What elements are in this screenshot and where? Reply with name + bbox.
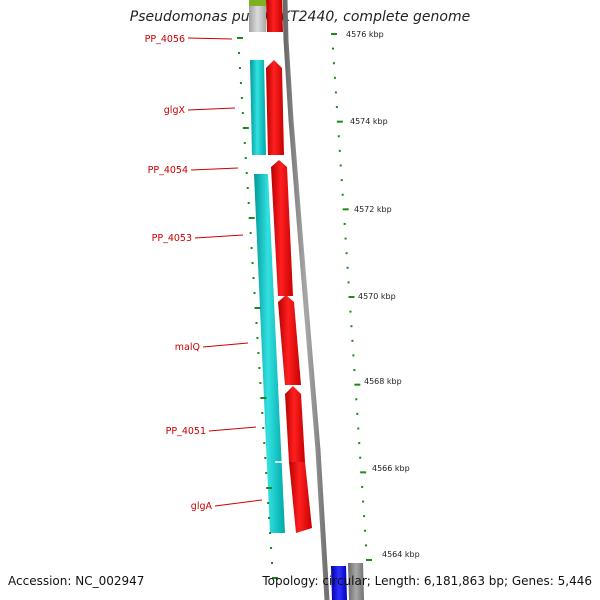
kbp-label-4576: 4576 kbp bbox=[346, 30, 384, 39]
top-red-feature bbox=[266, 0, 283, 32]
red-feature-PP_4051 bbox=[285, 386, 305, 462]
outer-tick-column bbox=[331, 33, 372, 561]
kbp-label-4568: 4568 kbp bbox=[364, 377, 402, 386]
top-green-feature bbox=[249, 0, 266, 6]
gene-leader-line bbox=[187, 37, 233, 40]
gene-label-PP_4056: PP_4056 bbox=[145, 34, 185, 45]
red-feature-malQ bbox=[278, 295, 301, 385]
map-title: Pseudomonas putida KT2440, complete geno… bbox=[129, 9, 471, 25]
gene-label-malQ: malQ bbox=[175, 342, 200, 353]
gene-leader-line bbox=[190, 167, 239, 171]
bottom-gray-feature bbox=[348, 563, 364, 600]
red-feature-glgA bbox=[289, 462, 312, 533]
red-feature-glgX bbox=[266, 60, 284, 155]
inner-tick-column bbox=[237, 37, 278, 579]
gene-label-PP_4053: PP_4053 bbox=[152, 233, 192, 244]
gene-leader-line bbox=[187, 107, 236, 111]
red-feature-PP_4053 bbox=[271, 160, 293, 296]
gene-label-glgX: glgX bbox=[164, 105, 186, 116]
kbp-label-4564: 4564 kbp bbox=[382, 550, 420, 559]
kbp-label-4566: 4566 kbp bbox=[372, 464, 410, 473]
gene-leader-line bbox=[202, 342, 249, 348]
cyan-feature-1 bbox=[250, 60, 266, 155]
gene-label-PP_4051: PP_4051 bbox=[166, 426, 206, 437]
cyan-feature-2 bbox=[254, 174, 285, 533]
kbp-label-4570: 4570 kbp bbox=[358, 292, 396, 301]
gene-label-leaders bbox=[187, 37, 263, 507]
gene-leader-line bbox=[214, 499, 263, 507]
bottom-blue-feature bbox=[331, 566, 347, 600]
genome-backbone bbox=[282, 0, 330, 600]
kbp-label-4574: 4574 kbp bbox=[350, 117, 388, 126]
top-gray-feature bbox=[249, 6, 266, 32]
gene-leader-line bbox=[194, 234, 244, 239]
kbp-label-4572: 4572 kbp bbox=[354, 205, 392, 214]
gene-label-glgA: glgA bbox=[191, 501, 213, 512]
gene-leader-line bbox=[208, 426, 257, 432]
accession-text: Accession: NC_002947 bbox=[8, 574, 145, 588]
gene-label-PP_4054: PP_4054 bbox=[148, 165, 188, 176]
genome-summary-text: Topology: circular; Length: 6,181,863 bp… bbox=[262, 574, 592, 588]
